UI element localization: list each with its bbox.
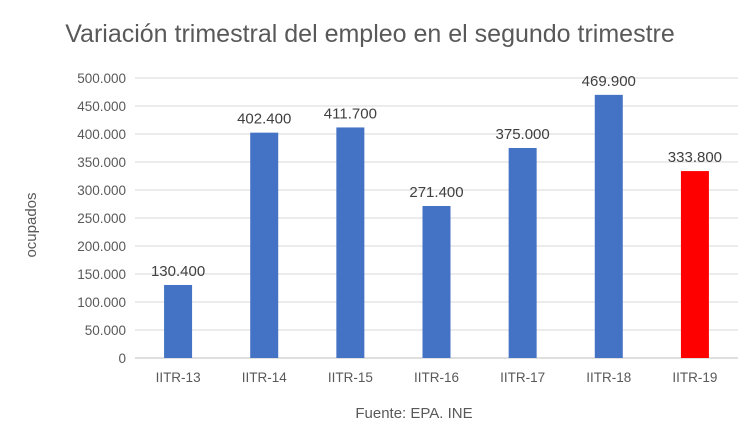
x-tick-label: IITR-16 (414, 370, 459, 385)
data-label: 469.900 (582, 73, 636, 90)
chart-title: Variación trimestral del empleo en el se… (65, 20, 675, 48)
bar-iitr-15 (336, 127, 365, 358)
data-label: 271.400 (409, 184, 463, 201)
x-tick-label: IITR-18 (586, 370, 631, 385)
x-axis-ticks: IITR-13 IITR-14 IITR-15 IITR-16 IITR-17 IITR-… (156, 370, 718, 385)
y-tick-label: 50.000 (85, 323, 126, 338)
y-tick-label: 150.000 (77, 267, 126, 282)
y-tick-label: 200.000 (77, 239, 126, 254)
x-tick-label: IITR-19 (672, 370, 717, 385)
data-label: 333.800 (668, 149, 722, 166)
y-axis-ticks: 0 50.000 100.000 150.000 200.000 250.000 300.0… (77, 71, 126, 366)
x-tick-label: IITR-14 (242, 370, 288, 385)
data-labels: 130.400 402.400 411.700 271.400 375.000 469.9… (151, 73, 722, 280)
data-label: 411.700 (324, 105, 377, 122)
y-tick-label: 400.000 (77, 127, 126, 142)
y-tick-label: 0 (118, 351, 126, 366)
y-tick-label: 300.000 (77, 183, 126, 198)
data-label: 375.000 (496, 126, 550, 143)
y-tick-label: 350.000 (77, 155, 126, 170)
bar-iitr-13 (164, 284, 193, 358)
data-label: 130.400 (151, 263, 205, 280)
bars (164, 94, 709, 358)
source-note: Fuente: EPA. INE (355, 405, 472, 422)
y-tick-label: 450.000 (77, 99, 126, 114)
y-tick-label: 100.000 (77, 295, 126, 310)
bar-iitr-18 (594, 94, 623, 358)
bar-iitr-19 (680, 171, 709, 358)
x-tick-label: IITR-15 (328, 370, 373, 385)
y-tick-label: 500.000 (77, 71, 126, 86)
y-tick-label: 250.000 (77, 211, 126, 226)
y-axis-label: ocupados (23, 192, 40, 257)
x-tick-label: IITR-17 (500, 370, 545, 385)
bar-iitr-16 (422, 206, 451, 358)
data-label: 402.400 (237, 111, 291, 128)
bar-iitr-14 (250, 132, 279, 358)
x-tick-label: IITR-13 (156, 370, 201, 385)
bar-iitr-17 (508, 148, 537, 358)
